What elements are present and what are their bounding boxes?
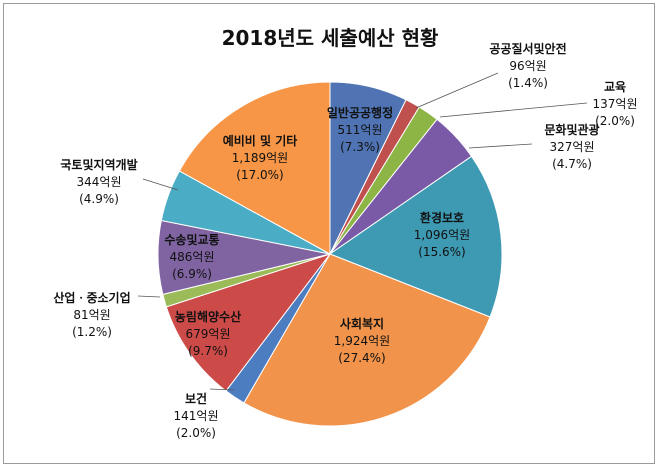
slice-label-percent: (4.7%)	[552, 157, 592, 171]
slice-label-percent: (2.0%)	[176, 426, 216, 440]
slice-label-name: 교육	[604, 79, 626, 94]
slice-label-name: 사회복지	[340, 316, 384, 331]
leader-line	[415, 72, 499, 109]
slice-label-percent: (1.2%)	[72, 325, 112, 339]
pie-slices	[157, 81, 503, 427]
leader-line	[137, 295, 161, 298]
slice-label-amount: 486억원	[170, 250, 215, 264]
slice-label-percent: (6.9%)	[172, 267, 212, 281]
slice-label-percent: (17.0%)	[236, 168, 283, 182]
leader-line	[142, 178, 179, 191]
slice-label-percent: (15.6%)	[418, 245, 465, 259]
slice-label-amount: 1,189억원	[232, 151, 288, 165]
slice-label-name: 환경보호	[420, 210, 464, 225]
slice-label-name: 국토및지역개발	[60, 157, 137, 172]
slice-label-name: 농림해양수산	[175, 309, 241, 324]
slice-label-percent: (2.0%)	[595, 114, 635, 128]
chart-title: 2018년도 세출예산 현황	[221, 26, 439, 50]
slice-label-percent: (4.9%)	[79, 192, 119, 206]
pie-slice	[328, 155, 503, 318]
slice-label-name: 수송및교통	[164, 232, 219, 247]
slice-label-name: 산업ㆍ중소기업	[53, 290, 130, 305]
slice-label-amount: 344억원	[77, 175, 122, 189]
slice-label-percent: (9.7%)	[188, 344, 228, 358]
slice-label-amount: 137억원	[593, 97, 638, 111]
slice-label-amount: 81억원	[73, 308, 110, 322]
leader-line	[209, 388, 235, 391]
slice-label-percent: (7.3%)	[340, 140, 380, 154]
slice-label-name: 예비비 및 기타	[223, 133, 298, 148]
slice-label-name: 공공질서및안전	[489, 41, 566, 56]
slice-label-amount: 1,924억원	[334, 334, 390, 348]
leader-line	[468, 143, 533, 149]
pie-slice	[165, 253, 332, 392]
slice-label-name: 보건	[185, 391, 207, 406]
slice-label-name: 문화및관광	[544, 122, 599, 137]
slice-label-amount: 1,096억원	[414, 228, 470, 242]
leader-line	[439, 102, 588, 118]
slice-label-amount: 141억원	[174, 409, 219, 423]
slice-labels: 일반공공행정 511억원 (7.3%) 공공질서및안전 96억원 (1.4%) 교육 137억…	[53, 41, 637, 440]
slice-label-percent: (1.4%)	[508, 76, 548, 90]
slice-label-percent: (27.4%)	[338, 351, 385, 365]
slice-label-amount: 679억원	[186, 327, 231, 341]
slice-label-amount: 511억원	[338, 123, 383, 137]
pie-slice	[178, 81, 331, 255]
slice-label-amount: 96억원	[509, 59, 546, 73]
slice-label-amount: 327억원	[550, 140, 595, 154]
slice-label-name: 일반공공행정	[327, 105, 393, 120]
